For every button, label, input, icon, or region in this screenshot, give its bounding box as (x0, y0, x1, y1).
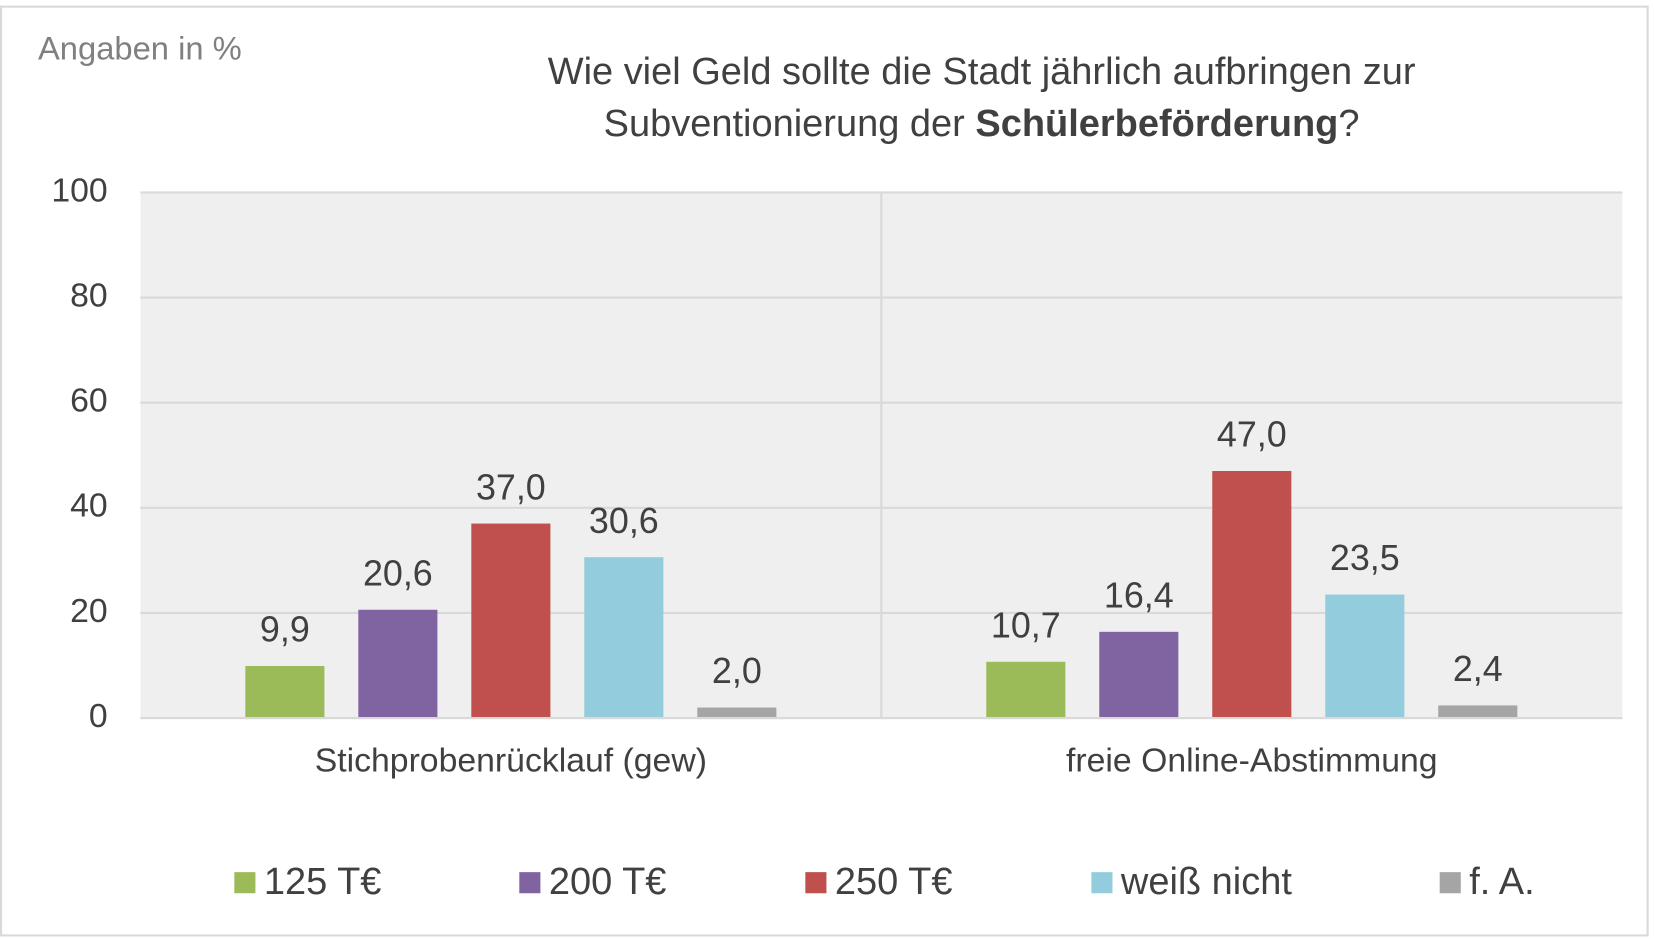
bar (1212, 470, 1292, 719)
y-tick-label: 60 (70, 382, 108, 420)
bar (245, 666, 325, 719)
legend-label: weiß nicht (1120, 861, 1292, 903)
bar (584, 557, 664, 719)
data-label: 47,0 (1217, 415, 1287, 455)
bar (697, 707, 777, 719)
data-label: 37,0 (476, 467, 546, 507)
x-tick-label: Stichprobenrücklauf (gew) (315, 741, 707, 779)
legend-label: 200 T€ (549, 861, 667, 903)
data-label: 9,9 (260, 610, 310, 650)
y-tick-label: 100 (51, 171, 107, 209)
bar (1438, 705, 1518, 719)
y-tick-label: 40 (70, 487, 108, 525)
bar (1099, 631, 1179, 719)
unit-label: Angaben in % (38, 30, 242, 67)
data-label: 30,6 (589, 501, 659, 541)
legend-swatch (519, 872, 541, 894)
data-label: 10,7 (991, 606, 1061, 646)
chart-title: Subventionierung der Schülerbeförderung? (604, 103, 1360, 145)
legend-label: 125 T€ (264, 861, 382, 903)
legend-label: 250 T€ (835, 861, 953, 903)
title-part: Subventionierung der (604, 103, 965, 145)
legend-swatch (805, 872, 827, 894)
bar (1325, 594, 1405, 719)
y-tick-label: 0 (89, 697, 108, 735)
title-part: Wie viel Geld sollte die Stadt jährlich … (548, 51, 1416, 93)
y-tick-label: 80 (70, 276, 108, 314)
data-label: 20,6 (363, 553, 433, 593)
x-tick-label: freie Online-Abstimmung (1066, 741, 1438, 779)
data-label: 2,4 (1453, 649, 1503, 689)
title-part: ? (1338, 103, 1359, 145)
legend-swatch (234, 872, 256, 894)
bar (358, 609, 438, 719)
bar (986, 661, 1066, 719)
legend-swatch (1091, 872, 1113, 894)
data-label: 23,5 (1330, 538, 1400, 578)
legend-swatch (1439, 872, 1461, 894)
data-label: 16,4 (1104, 576, 1174, 616)
bar (471, 523, 551, 719)
y-tick-label: 20 (70, 592, 108, 630)
chart-title: Wie viel Geld sollte die Stadt jährlich … (548, 51, 1416, 93)
legend-label: f. A. (1469, 861, 1534, 903)
title-part: Schülerbeförderung (975, 103, 1338, 145)
data-label: 2,0 (712, 651, 762, 691)
